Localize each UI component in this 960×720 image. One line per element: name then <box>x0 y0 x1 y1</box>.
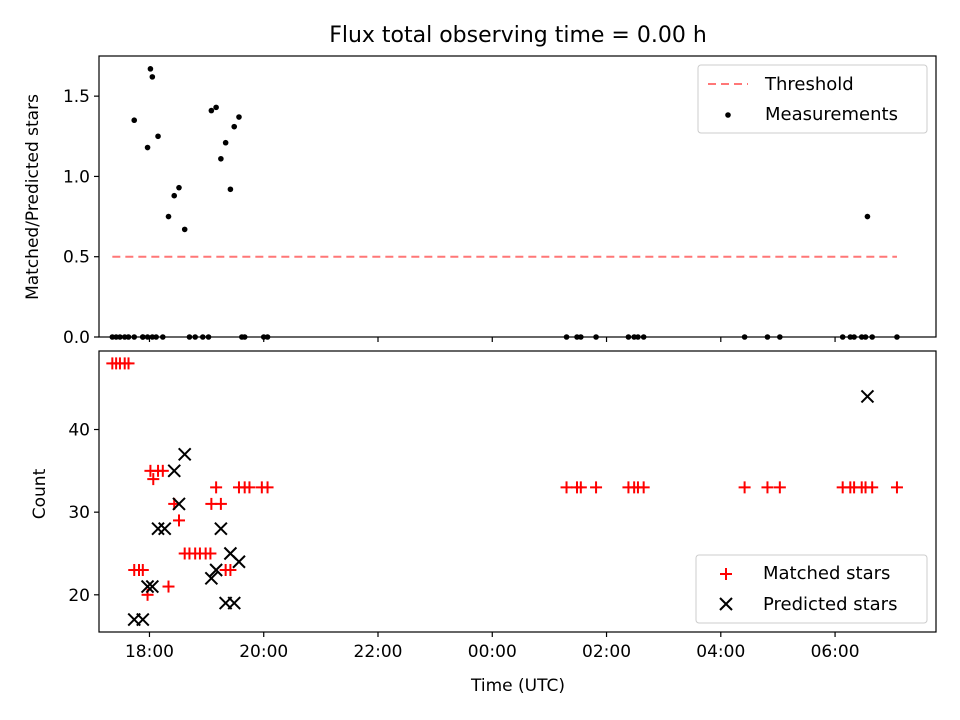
predicted-star-point <box>140 579 155 594</box>
bottom-x-tick-label: 02:00 <box>582 642 631 662</box>
legend-matched-label: Matched stars <box>763 563 890 584</box>
top-y-ticks: 0.0 0.5 1.0 1.5 <box>63 87 99 348</box>
matched-star-point <box>172 514 185 527</box>
matched-star-point <box>224 564 237 577</box>
bottom-x-tick-label: 06:00 <box>811 642 860 662</box>
bottom-x-tick-label: 20:00 <box>239 642 288 662</box>
matched-star-point <box>590 481 603 494</box>
measurement-point <box>176 184 182 191</box>
measurement-point <box>165 213 172 220</box>
measurement-point <box>155 133 161 140</box>
matched-star-point <box>147 473 160 486</box>
bottom-y-axis-label: Count <box>30 468 50 519</box>
bottom-x-tick-label: 00:00 <box>468 642 517 662</box>
matched-star-point <box>890 481 903 494</box>
legend-measurements-swatch <box>725 112 731 118</box>
matched-star-point <box>637 481 650 494</box>
matched-star-point <box>866 481 879 494</box>
matched-star-point <box>204 547 217 560</box>
legend-predicted-swatch <box>719 597 733 611</box>
measurement-point <box>864 213 871 220</box>
top-axes-frame <box>98 55 937 338</box>
measurement-point <box>208 107 215 114</box>
chart-title: Flux total observing time = 0.00 h <box>329 23 707 48</box>
measurement-point <box>222 139 229 146</box>
top-y-tick-label: 0.5 <box>63 248 90 268</box>
predicted-star-point <box>860 389 875 404</box>
matched-star-point <box>773 481 786 494</box>
top-y-tick-label: 0.0 <box>63 328 90 348</box>
bottom-x-axis-label: Time (UTC) <box>470 676 565 696</box>
top-y-tick-label: 1.0 <box>63 167 90 187</box>
predicted-star-point <box>136 612 150 627</box>
measurement-point <box>144 144 151 151</box>
matched-star-point <box>210 481 223 494</box>
measurement-point <box>149 74 156 80</box>
top-x-ticks <box>148 337 836 342</box>
measurement-point <box>147 66 154 72</box>
predicted-star-point <box>145 579 160 594</box>
measurement-point <box>231 123 238 130</box>
bottom-y-ticks: 20 30 40 <box>68 421 99 606</box>
measurement-point <box>181 226 188 233</box>
matched-star-point <box>261 481 274 494</box>
bottom-x-tick-label: 18:00 <box>125 642 174 662</box>
matched-star-point <box>738 481 751 494</box>
legend-matched-swatch <box>720 568 732 580</box>
matched-star-point <box>560 481 573 494</box>
predicted-star-point <box>177 447 192 462</box>
top-y-tick-label: 1.5 <box>63 87 90 107</box>
matched-star-point <box>574 481 587 494</box>
bottom-axes-frame <box>98 350 937 633</box>
predicted-star-point <box>167 464 181 478</box>
bottom-y-tick-label: 20 <box>68 586 90 606</box>
measurement-point <box>213 104 219 111</box>
matched-star-point <box>214 497 227 510</box>
measurement-point <box>218 155 224 162</box>
bottom-y-tick-label: 30 <box>68 503 90 523</box>
matched-star-point <box>136 564 149 577</box>
bottom-legend: Matched stars Predicted stars <box>695 554 928 624</box>
predicted-star-point <box>209 563 223 577</box>
predicted-star-point <box>157 521 172 536</box>
measurement-point <box>227 186 234 193</box>
bottom-panel: 20 30 40 18:00 20:00 22:00 00:00 02:00 04:00 06:… <box>30 350 937 696</box>
matched-star-point <box>122 357 135 370</box>
matched-star-point <box>761 481 774 494</box>
legend-predicted-label: Predicted stars <box>763 594 897 615</box>
bottom-legend-box <box>695 554 928 624</box>
top-legend: Threshold Measurements <box>697 64 928 134</box>
top-legend-box <box>697 64 928 134</box>
bottom-x-tick-label: 04:00 <box>696 642 745 662</box>
bottom-marks <box>106 357 903 627</box>
matched-star-point <box>162 580 175 593</box>
legend-measurements-label: Measurements <box>765 104 898 125</box>
bottom-y-tick-label: 40 <box>68 421 90 441</box>
predicted-star-point <box>204 571 219 585</box>
predicted-star-point <box>232 555 246 569</box>
bottom-x-tick-label: 22:00 <box>354 642 403 662</box>
matched-star-point <box>243 481 256 494</box>
predicted-star-point <box>227 596 241 610</box>
top-panel: 0.0 0.5 1.0 1.5 Matched/Predicted stars Thr… <box>23 55 937 348</box>
predicted-star-point <box>172 497 186 511</box>
legend-threshold-label: Threshold <box>764 74 854 95</box>
measurement-point <box>236 114 242 120</box>
matched-star-point <box>156 464 169 477</box>
measurement-point <box>171 192 178 199</box>
predicted-star-point <box>214 521 228 536</box>
bottom-x-ticks: 18:00 20:00 22:00 00:00 02:00 04:00 06:00 <box>125 632 860 662</box>
measurement-point <box>131 117 138 124</box>
top-y-axis-label: Matched/Predicted stars <box>23 94 43 300</box>
